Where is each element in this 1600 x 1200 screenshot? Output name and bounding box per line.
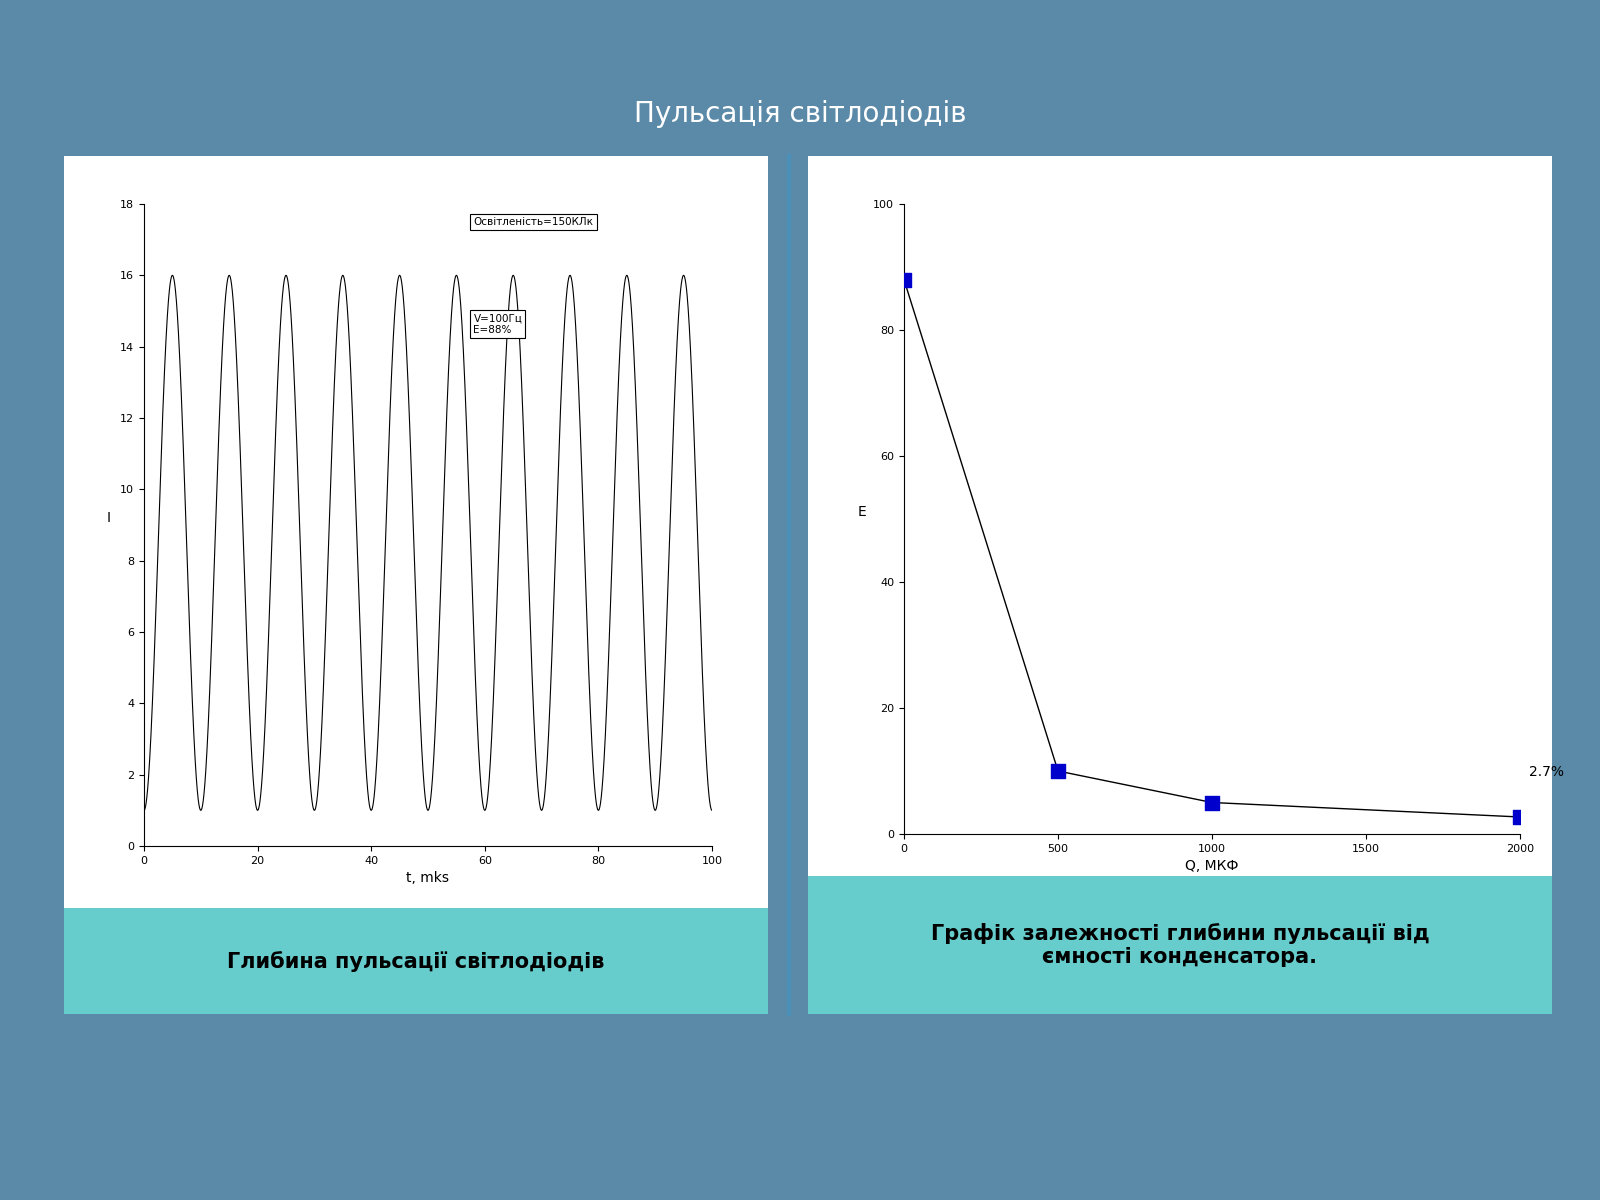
- Text: 2.7%: 2.7%: [1530, 766, 1565, 779]
- Point: [1200, 793, 1226, 812]
- Text: V=100Гц
E=88%: V=100Гц E=88%: [474, 313, 522, 335]
- Y-axis label: Е: Е: [858, 505, 867, 518]
- Y-axis label: I: I: [107, 511, 110, 526]
- Point: [891, 270, 917, 289]
- Text: Графік залежності глибини пульсації від
ємності конденсатора.: Графік залежності глибини пульсації від …: [931, 923, 1429, 967]
- X-axis label: Q, МКФ: Q, МКФ: [1186, 859, 1238, 874]
- Text: Освітленість=150КЛк: Освітленість=150КЛк: [474, 217, 594, 227]
- Text: Глибина пульсації світлодіодів: Глибина пульсації світлодіодів: [227, 950, 605, 972]
- Text: Пульсація світлодіодів: Пульсація світлодіодів: [634, 100, 966, 128]
- X-axis label: t, mks: t, mks: [406, 871, 450, 886]
- Point: [1045, 761, 1070, 780]
- Point: [1507, 808, 1533, 827]
